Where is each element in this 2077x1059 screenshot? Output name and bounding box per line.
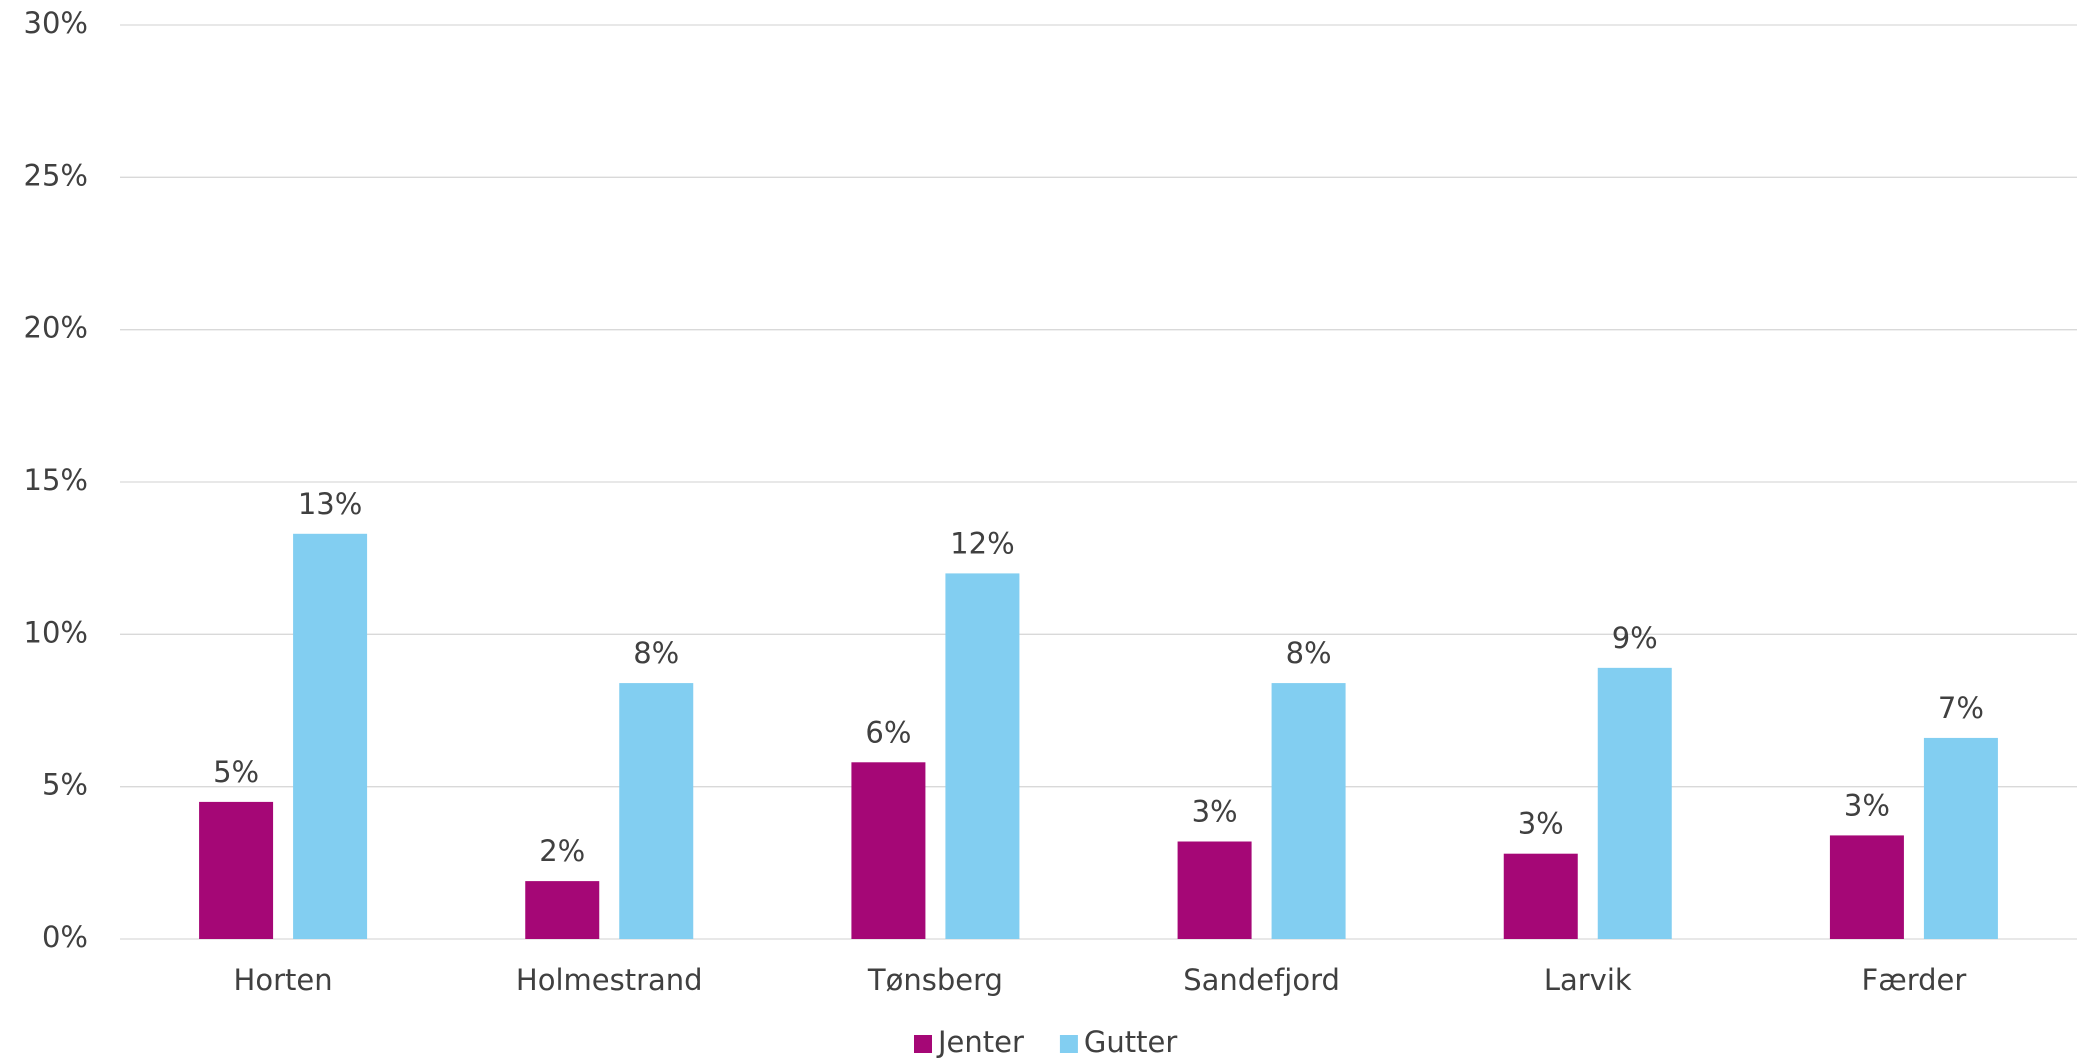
data-label: 13% bbox=[298, 487, 362, 521]
data-label: 3% bbox=[1844, 788, 1890, 822]
bar bbox=[1923, 737, 1998, 939]
bar bbox=[293, 533, 368, 939]
y-tick-label: 10% bbox=[24, 615, 88, 649]
y-tick-label: 30% bbox=[24, 6, 88, 40]
data-label: 8% bbox=[1286, 636, 1332, 670]
y-tick-label: 25% bbox=[24, 158, 88, 192]
x-tick-label: Holmestrand bbox=[516, 963, 703, 997]
y-tick-label: 15% bbox=[24, 463, 88, 497]
data-label: 5% bbox=[213, 755, 259, 789]
bar bbox=[619, 683, 694, 939]
legend-swatch bbox=[1059, 1035, 1078, 1053]
bar bbox=[1503, 853, 1578, 939]
bar bbox=[1597, 667, 1672, 939]
legend-swatch bbox=[914, 1035, 932, 1053]
data-label: 9% bbox=[1612, 621, 1658, 655]
x-tick-label: Larvik bbox=[1544, 963, 1632, 997]
y-tick-label: 5% bbox=[42, 768, 88, 802]
bar bbox=[851, 762, 926, 939]
bar bbox=[525, 881, 600, 939]
bar bbox=[1271, 683, 1346, 939]
x-tick-label: Tønsberg bbox=[867, 963, 1003, 997]
x-tick-label: Færder bbox=[1862, 963, 1967, 997]
data-label: 3% bbox=[1192, 795, 1238, 829]
legend-label: Gutter bbox=[1084, 1025, 1177, 1059]
x-tick-label: Horten bbox=[234, 963, 333, 997]
bar bbox=[945, 573, 1020, 939]
bar bbox=[1177, 841, 1252, 939]
legend-label: Jenter bbox=[936, 1025, 1024, 1059]
y-tick-label: 20% bbox=[24, 311, 88, 345]
y-tick-label: 0% bbox=[42, 920, 88, 954]
bar bbox=[199, 801, 274, 939]
data-label: 2% bbox=[539, 834, 585, 868]
data-label: 7% bbox=[1938, 691, 1984, 725]
x-tick-label: Sandefjord bbox=[1183, 963, 1340, 997]
data-label: 6% bbox=[865, 715, 911, 749]
data-label: 3% bbox=[1518, 807, 1564, 841]
data-label: 8% bbox=[633, 636, 679, 670]
bar bbox=[1829, 835, 1904, 939]
data-label: 12% bbox=[950, 526, 1014, 560]
